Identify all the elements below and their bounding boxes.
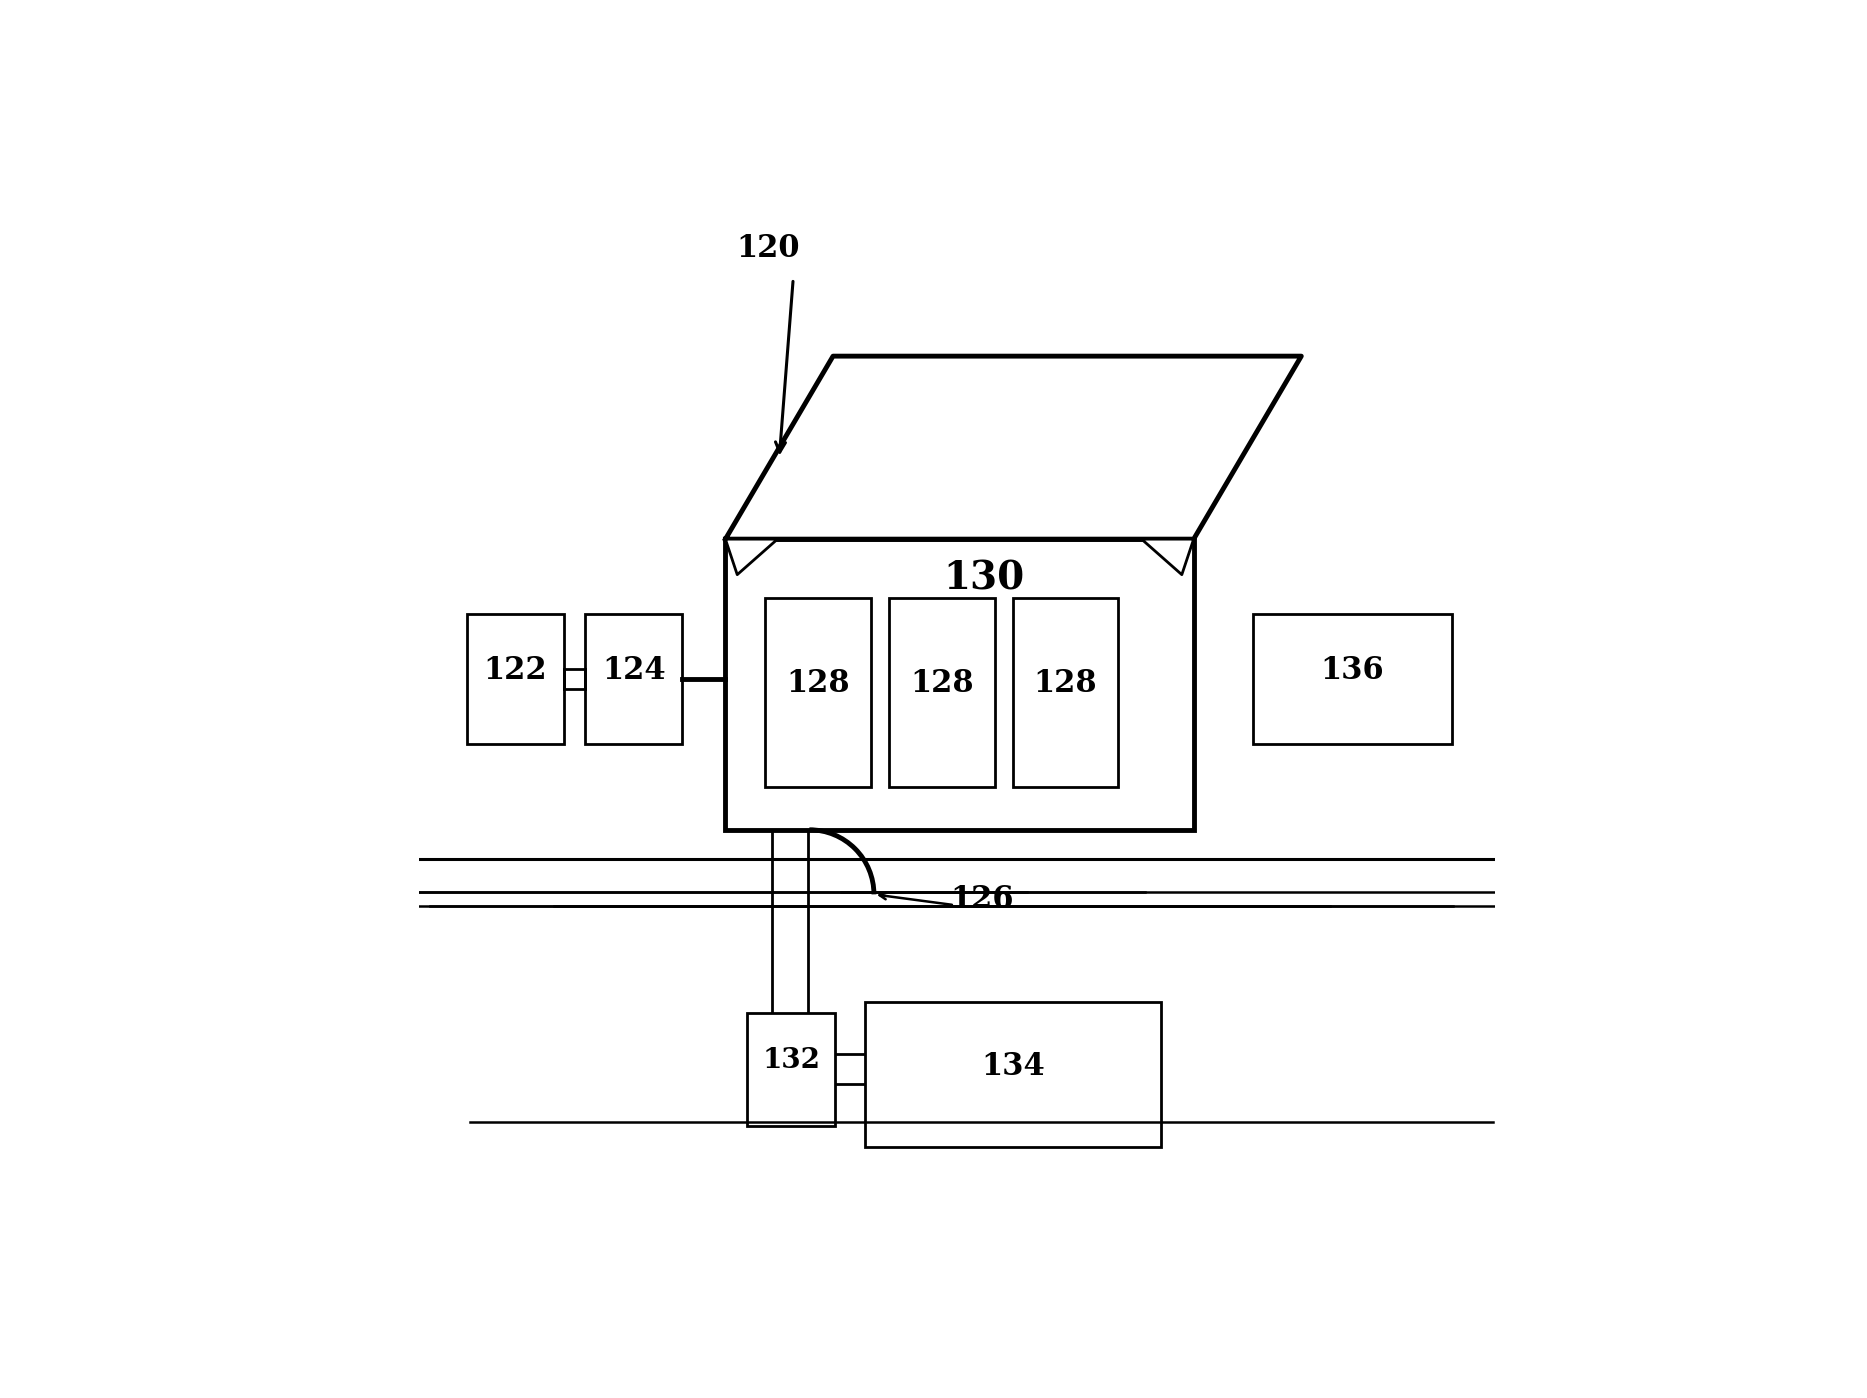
Bar <box>864 1002 1161 1148</box>
Bar <box>1012 598 1118 787</box>
Text: 126: 126 <box>950 885 1014 916</box>
Bar <box>726 540 1193 830</box>
Text: 122: 122 <box>484 656 547 686</box>
Bar <box>586 615 681 744</box>
Text: 124: 124 <box>601 656 667 686</box>
Polygon shape <box>1141 540 1193 575</box>
Polygon shape <box>726 540 777 575</box>
Bar <box>765 598 870 787</box>
Bar <box>1253 615 1453 744</box>
Text: 136: 136 <box>1320 656 1383 686</box>
Text: 128: 128 <box>1034 668 1098 699</box>
Text: 128: 128 <box>786 668 849 699</box>
Bar <box>747 1012 835 1125</box>
Bar <box>467 615 564 744</box>
Text: 132: 132 <box>762 1047 820 1074</box>
Text: 130: 130 <box>943 561 1025 598</box>
Text: 134: 134 <box>982 1050 1046 1082</box>
Text: 128: 128 <box>909 668 973 699</box>
Text: 120: 120 <box>737 233 801 264</box>
Polygon shape <box>726 356 1301 540</box>
Bar <box>889 598 995 787</box>
